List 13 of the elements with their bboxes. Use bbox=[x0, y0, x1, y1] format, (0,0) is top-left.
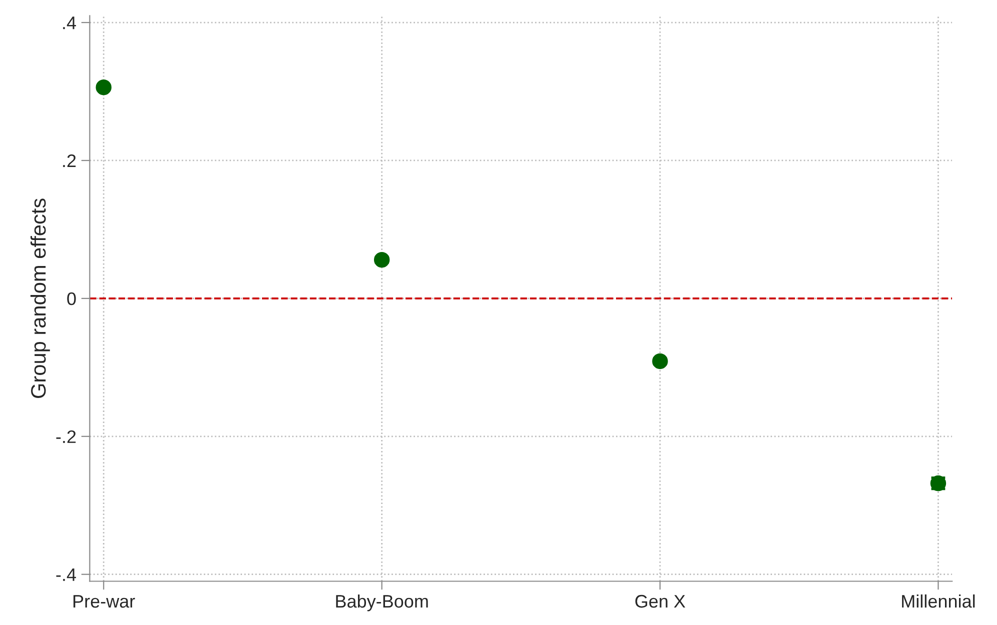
y-tick-label: .2 bbox=[63, 154, 76, 168]
point bbox=[374, 252, 390, 268]
y-axis-title: Group random effects bbox=[30, 198, 50, 398]
point bbox=[96, 79, 112, 96]
y-tick-label: 0 bbox=[67, 292, 76, 306]
y-tick-label: -.4 bbox=[56, 568, 76, 581]
y-tick-label: .4 bbox=[63, 16, 76, 30]
x-tick-label: Baby-Boom bbox=[336, 594, 428, 612]
x-tick-label: Millennial bbox=[902, 594, 975, 608]
y-tick-label: -.2 bbox=[56, 430, 76, 443]
x-tick-label: Gen X bbox=[635, 594, 686, 608]
point bbox=[652, 353, 668, 370]
x-tick-label: Pre-war bbox=[74, 595, 135, 608]
